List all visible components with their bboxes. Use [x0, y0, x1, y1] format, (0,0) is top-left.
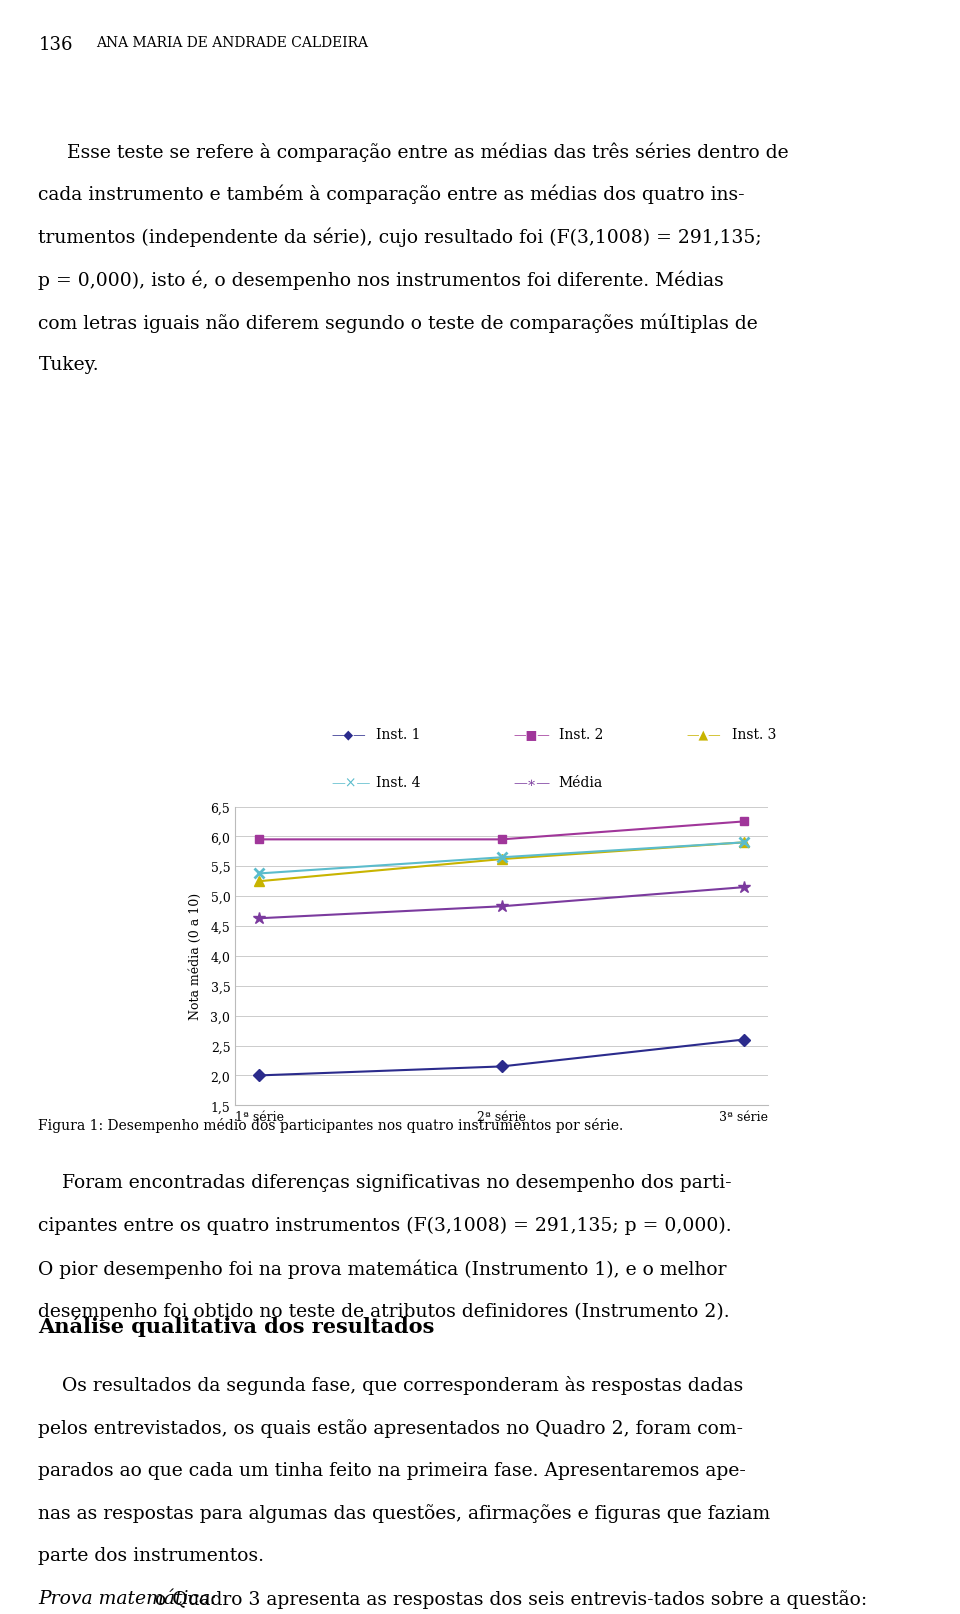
Text: Inst. 3: Inst. 3 — [732, 728, 776, 741]
Text: cipantes entre os quatro instrumentos (F(3,1008) = 291,135; p = 0,000).: cipantes entre os quatro instrumentos (F… — [38, 1217, 732, 1235]
Text: ANA MARIA DE ANDRADE CALDEIRA: ANA MARIA DE ANDRADE CALDEIRA — [96, 36, 368, 50]
Text: —∗—: —∗— — [514, 776, 551, 789]
Text: —◆—: —◆— — [331, 728, 366, 741]
Text: parados ao que cada um tinha feito na primeira fase. Apresentaremos ape-: parados ao que cada um tinha feito na pr… — [38, 1461, 746, 1478]
Text: Figura 1: Desempenho médio dos participantes nos quatro instrumentos por série.: Figura 1: Desempenho médio dos participa… — [38, 1117, 624, 1131]
Text: Esse teste se refere à comparação entre as médias das três séries dentro de: Esse teste se refere à comparação entre … — [67, 142, 789, 161]
Text: pelos entrevistados, os quais estão apresentados no Quadro 2, foram com-: pelos entrevistados, os quais estão apre… — [38, 1419, 743, 1436]
Text: desempenho foi obtido no teste de atributos definidores (Instrumento 2).: desempenho foi obtido no teste de atribu… — [38, 1301, 730, 1320]
Text: 136: 136 — [38, 36, 73, 53]
Text: Inst. 1: Inst. 1 — [376, 728, 420, 741]
Text: o Quadro 3 apresenta as respostas dos seis entrevis-tados sobre a questão:: o Quadro 3 apresenta as respostas dos se… — [149, 1588, 873, 1608]
Text: parte dos instrumentos.: parte dos instrumentos. — [38, 1546, 264, 1564]
Text: Tukey.: Tukey. — [38, 357, 99, 374]
Text: Média: Média — [559, 776, 603, 789]
Text: Prova matemática:: Prova matemática: — [38, 1588, 217, 1608]
Text: nas as respostas para algumas das questões, afirmações e figuras que faziam: nas as respostas para algumas das questõ… — [38, 1504, 771, 1522]
Text: Inst. 2: Inst. 2 — [559, 728, 603, 741]
Text: Foram encontradas diferenças significativas no desempenho dos parti-: Foram encontradas diferenças significati… — [38, 1173, 732, 1191]
Text: O pior desempenho foi na prova matemática (Instrumento 1), e o melhor: O pior desempenho foi na prova matemátic… — [38, 1259, 727, 1278]
Text: cada instrumento e também à comparação entre as médias dos quatro ins-: cada instrumento e também à comparação e… — [38, 184, 745, 205]
Text: Os resultados da segunda fase, que corresponderam às respostas dadas: Os resultados da segunda fase, que corre… — [38, 1375, 744, 1394]
Text: —×—: —×— — [331, 776, 371, 789]
Y-axis label: Nota média (0 a 10): Nota média (0 a 10) — [189, 893, 203, 1020]
Text: Análise qualitativa dos resultados: Análise qualitativa dos resultados — [38, 1315, 435, 1336]
Text: —▲—: —▲— — [686, 728, 721, 741]
Text: trumentos (independente da série), cujo resultado foi (F(3,1008) = 291,135;: trumentos (independente da série), cujo … — [38, 228, 762, 247]
Text: Inst. 4: Inst. 4 — [376, 776, 420, 789]
Text: p = 0,000), isto é, o desempenho nos instrumentos foi diferente. Médias: p = 0,000), isto é, o desempenho nos ins… — [38, 271, 724, 291]
Text: com letras iguais não diferem segundo o teste de comparações múItiplas de: com letras iguais não diferem segundo o … — [38, 313, 758, 332]
Text: —■—: —■— — [514, 728, 550, 741]
